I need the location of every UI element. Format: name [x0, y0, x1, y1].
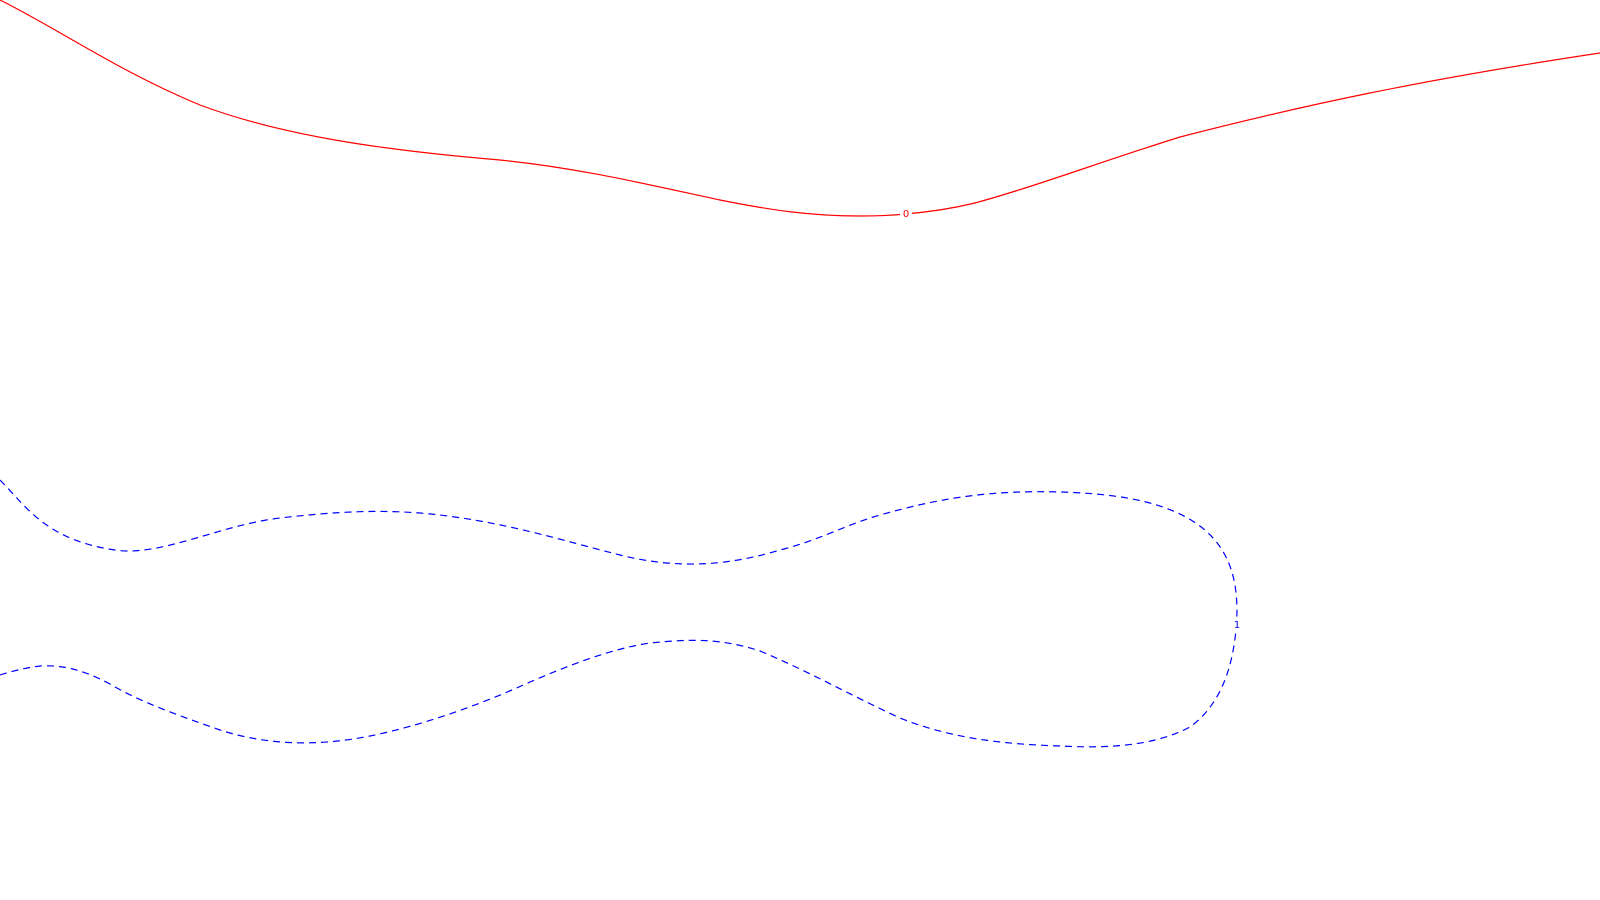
- contour-0-line: [0, 0, 1600, 217]
- contour-1-line: [0, 479, 1238, 748]
- contour-1-label-bg: [1231, 619, 1243, 631]
- contour-0-label: 0: [903, 209, 909, 220]
- contour-0: 0: [0, 0, 1600, 220]
- contour-1-label: 1: [1234, 620, 1240, 631]
- contour-1: 1: [0, 479, 1243, 748]
- contour-0-label-bg: [900, 208, 912, 220]
